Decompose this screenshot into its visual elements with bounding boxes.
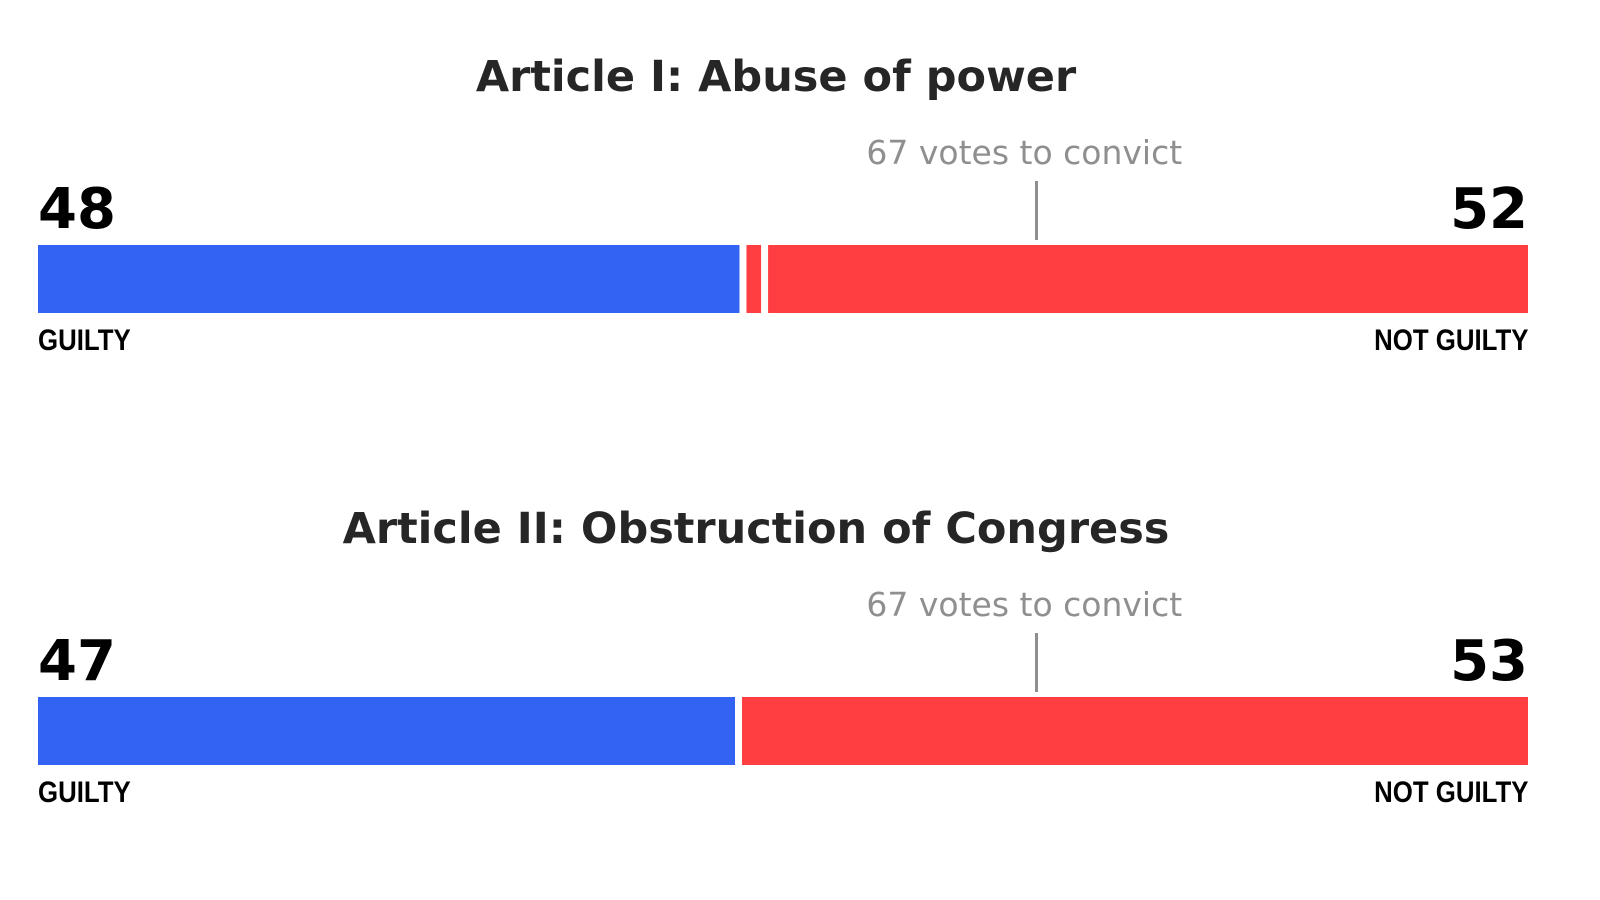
vote-bar-svg xyxy=(38,697,1528,765)
not-guilty-count: 52 xyxy=(1450,177,1528,242)
other-segment xyxy=(746,245,762,313)
not-guilty-segment xyxy=(742,697,1528,765)
article-2-chart: Article II: Obstruction of Congress 67 v… xyxy=(38,492,1528,822)
guilty-count: 47 xyxy=(38,629,116,694)
article-1-chart: Article I: Abuse of power 67 votes to co… xyxy=(38,40,1528,370)
guilty-label: GUILTY xyxy=(38,324,131,357)
vote-bar xyxy=(38,697,1528,765)
chart-title: Article I: Abuse of power xyxy=(475,52,1077,102)
not-guilty-segment xyxy=(768,245,1528,313)
not-guilty-count: 53 xyxy=(1450,629,1528,694)
not-guilty-label: NOT GUILTY xyxy=(1373,776,1528,809)
chart-title: Article II: Obstruction of Congress xyxy=(342,504,1170,554)
vote-bar xyxy=(38,245,1528,313)
guilty-segment xyxy=(38,697,736,765)
threshold-label: 67 votes to convict xyxy=(866,585,1183,624)
threshold-marker xyxy=(1034,633,1038,692)
vote-bar-svg xyxy=(38,245,1528,313)
not-guilty-label: NOT GUILTY xyxy=(1373,324,1528,357)
threshold-label: 67 votes to convict xyxy=(866,133,1183,172)
threshold-marker xyxy=(1034,181,1038,240)
guilty-count: 48 xyxy=(38,177,116,242)
guilty-segment xyxy=(38,245,740,313)
guilty-label: GUILTY xyxy=(38,776,131,809)
